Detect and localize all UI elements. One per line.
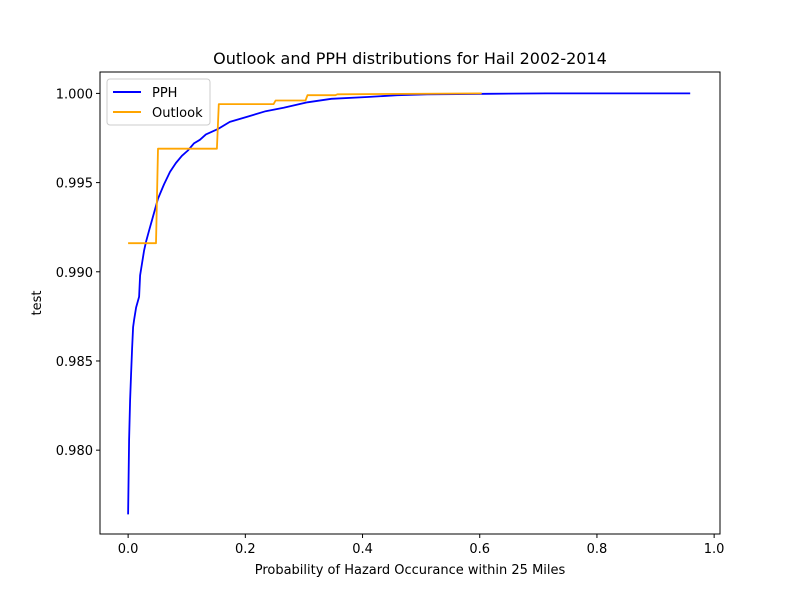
x-tick-label: 1.0 [704, 542, 725, 557]
legend-box [106, 78, 211, 126]
plot-area [127, 92, 691, 515]
y-axis: 0.980 0.985 0.990 0.995 1.000 [56, 87, 100, 459]
axes-frame [99, 71, 721, 535]
y-tick-label: 0.980 [56, 444, 93, 459]
x-tick-label: 0.4 [352, 542, 373, 557]
x-tick-label: 0.8 [587, 542, 608, 557]
legend: PPH Outlook [106, 78, 211, 126]
chart-title: Outlook and PPH distributions for Hail 2… [213, 49, 607, 68]
x-tick-label: 0.0 [118, 542, 139, 557]
y-tick-label: 0.985 [56, 355, 93, 370]
series-line-outlook [128, 92, 482, 245]
y-tick-label: 0.990 [56, 266, 93, 281]
series-line-pph [127, 92, 691, 515]
x-tick-label: 0.2 [235, 542, 256, 557]
x-axis: 0.0 0.2 0.4 0.6 0.8 1.0 [118, 534, 725, 557]
y-axis-label: test [30, 291, 45, 316]
legend-label-outlook: Outlook [152, 106, 203, 121]
x-axis-label: Probability of Hazard Occurance within 2… [255, 563, 566, 578]
y-tick-label: 1.000 [56, 87, 93, 102]
y-tick-label: 0.995 [56, 177, 93, 192]
legend-label-pph: PPH [152, 86, 177, 101]
x-tick-label: 0.6 [469, 542, 490, 557]
